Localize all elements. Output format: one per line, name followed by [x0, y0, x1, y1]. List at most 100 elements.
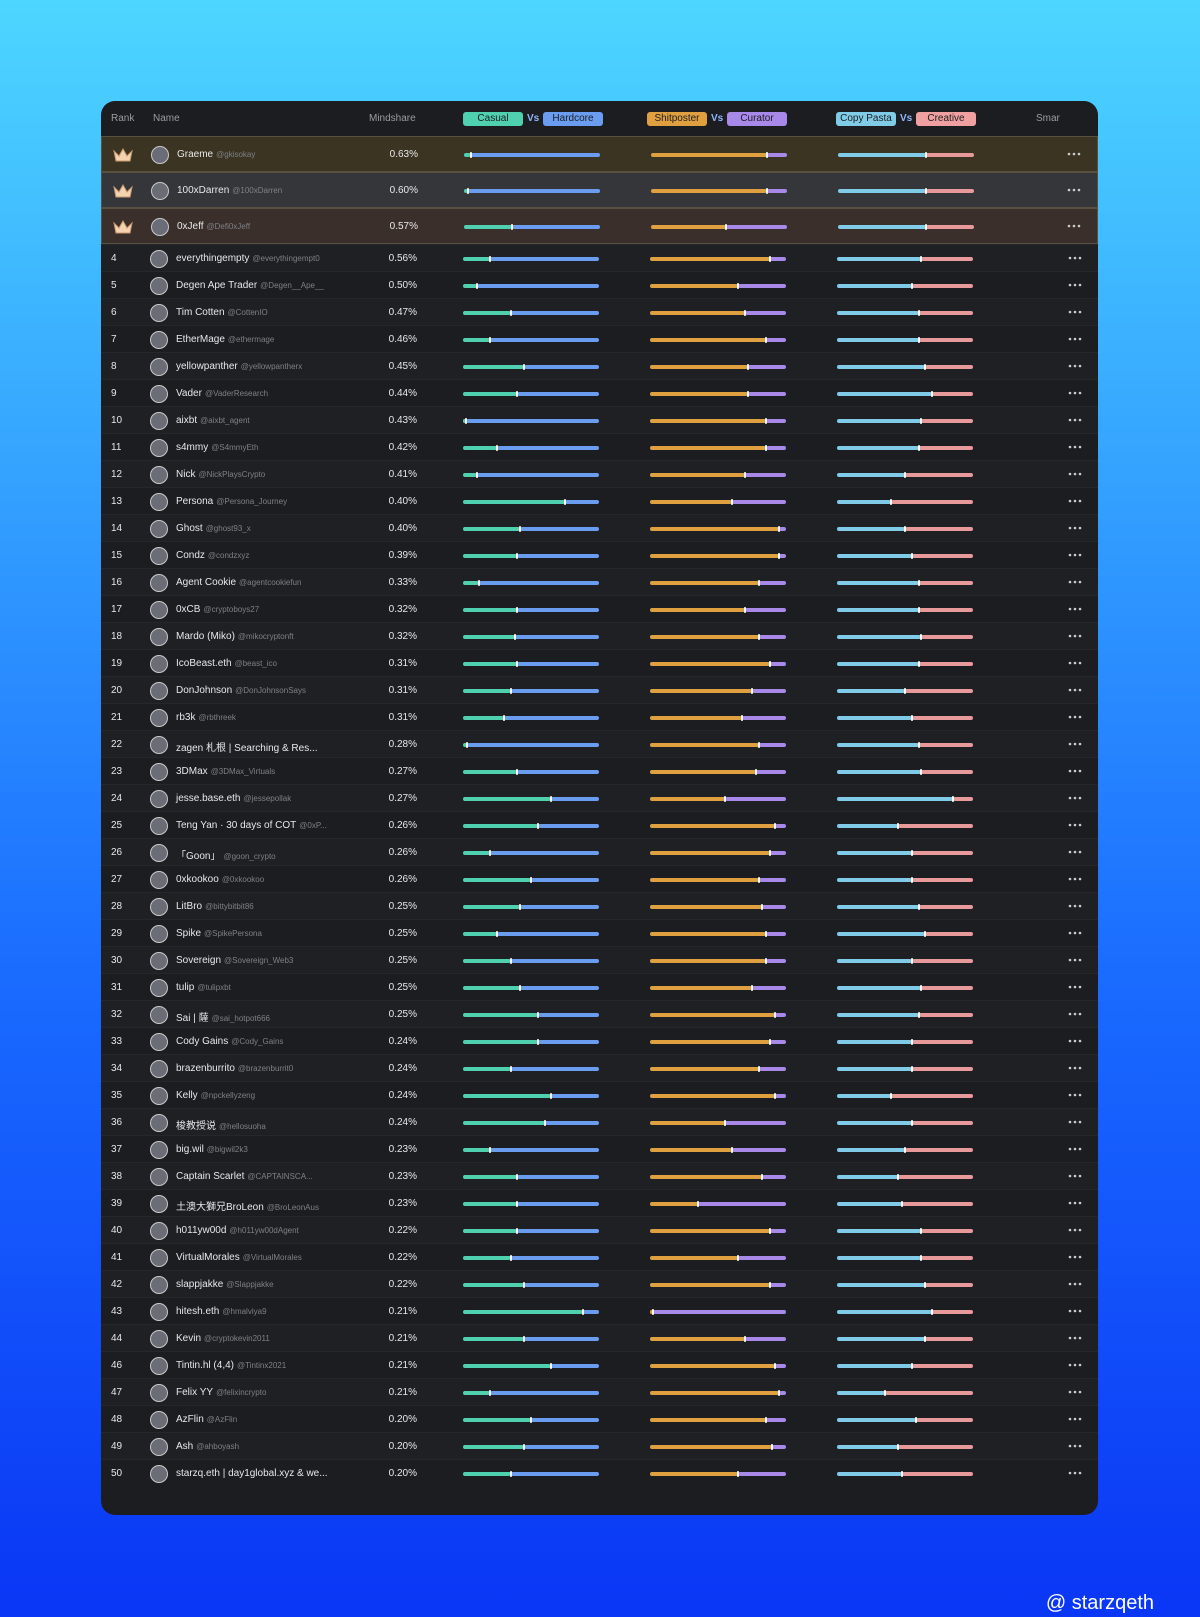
user-name[interactable]: Tintin.hl (4,4) @Tintinx2021 [176, 1360, 286, 1371]
more-button[interactable] [1067, 146, 1081, 163]
dots-icon[interactable] [1068, 628, 1082, 642]
user-name[interactable]: everythingempty @everythingempt0 [176, 253, 320, 264]
user-name[interactable]: Nick @NickPlaysCrypto [176, 469, 265, 480]
user-name[interactable]: hitesh.eth @hmalviya9 [176, 1306, 267, 1317]
more-button[interactable] [1068, 844, 1082, 861]
user-name[interactable]: 3DMax @3DMax_Virtuals [176, 766, 275, 777]
user-name[interactable]: slappjakke @Slappjakke [176, 1279, 274, 1290]
more-button[interactable] [1068, 358, 1082, 375]
more-button[interactable] [1068, 1141, 1082, 1158]
dots-icon[interactable] [1068, 1411, 1082, 1425]
user-name[interactable]: 100xDarren @100xDarren [177, 185, 282, 196]
dots-icon[interactable] [1068, 844, 1082, 858]
dots-icon[interactable] [1068, 520, 1082, 534]
dots-icon[interactable] [1068, 682, 1082, 696]
dots-icon[interactable] [1068, 439, 1082, 453]
more-button[interactable] [1068, 1384, 1082, 1401]
dots-icon[interactable] [1068, 979, 1082, 993]
more-button[interactable] [1068, 1411, 1082, 1428]
dots-icon[interactable] [1068, 655, 1082, 669]
more-button[interactable] [1067, 218, 1081, 235]
dots-icon[interactable] [1068, 1303, 1082, 1317]
user-name[interactable]: 0xJeff @Defi0xJeff [177, 221, 250, 232]
user-name[interactable]: IcoBeast.eth @beast_ico [176, 658, 277, 669]
more-button[interactable] [1068, 250, 1082, 267]
dots-icon[interactable] [1068, 898, 1082, 912]
user-name[interactable]: AzFlin @AzFlin [176, 1414, 237, 1425]
more-button[interactable] [1068, 763, 1082, 780]
more-button[interactable] [1068, 1357, 1082, 1374]
dots-icon[interactable] [1068, 925, 1082, 939]
user-name[interactable]: Ghost @ghost93_x [176, 523, 251, 534]
dots-icon[interactable] [1068, 817, 1082, 831]
dots-icon[interactable] [1068, 1438, 1082, 1452]
user-name[interactable]: s4mmy @S4mmyEth [176, 442, 258, 453]
dots-icon[interactable] [1068, 574, 1082, 588]
more-button[interactable] [1068, 1330, 1082, 1347]
more-button[interactable] [1068, 574, 1082, 591]
more-button[interactable] [1068, 1114, 1082, 1131]
dots-icon[interactable] [1068, 709, 1082, 723]
user-name[interactable]: 「Goon」 @goon_crypto [176, 847, 276, 862]
user-name[interactable]: h011yw00d @h011yw00dAgent [176, 1225, 299, 1236]
user-name[interactable]: 土澳大獅兄BroLeon @BroLeonAus [176, 1198, 319, 1213]
dots-icon[interactable] [1068, 1276, 1082, 1290]
dots-icon[interactable] [1068, 952, 1082, 966]
more-button[interactable] [1068, 925, 1082, 942]
more-button[interactable] [1068, 682, 1082, 699]
more-button[interactable] [1068, 790, 1082, 807]
user-name[interactable]: Kelly @npckellyzeng [176, 1090, 255, 1101]
user-name[interactable]: 0xCB @cryptoboys27 [176, 604, 259, 615]
more-button[interactable] [1068, 871, 1082, 888]
more-button[interactable] [1068, 385, 1082, 402]
user-name[interactable]: tulip @tulipxbt [176, 982, 231, 993]
user-name[interactable]: Sai | 薩 @sai_hotpot666 [176, 1009, 270, 1024]
user-name[interactable]: aixbt @aixbt_agent [176, 415, 250, 426]
dots-icon[interactable] [1068, 250, 1082, 264]
dots-icon[interactable] [1068, 871, 1082, 885]
more-button[interactable] [1068, 331, 1082, 348]
more-button[interactable] [1068, 466, 1082, 483]
dots-icon[interactable] [1068, 601, 1082, 615]
user-name[interactable]: big.wil @bigwil2k3 [176, 1144, 248, 1155]
more-button[interactable] [1068, 412, 1082, 429]
dots-icon[interactable] [1068, 304, 1082, 318]
user-name[interactable]: rb3k @rbthreek [176, 712, 236, 723]
more-button[interactable] [1068, 952, 1082, 969]
user-name[interactable]: Spike @SpikePersona [176, 928, 262, 939]
more-button[interactable] [1068, 547, 1082, 564]
more-button[interactable] [1068, 817, 1082, 834]
user-name[interactable]: Cody Gains @Cody_Gains [176, 1036, 283, 1047]
more-button[interactable] [1068, 736, 1082, 753]
dots-icon[interactable] [1068, 1195, 1082, 1209]
user-name[interactable]: Felix YY @felixincrypto [176, 1387, 266, 1398]
more-button[interactable] [1068, 655, 1082, 672]
more-button[interactable] [1068, 1303, 1082, 1320]
user-name[interactable]: LitBro @bittybitbit86 [176, 901, 254, 912]
user-name[interactable]: Condz @condzxyz [176, 550, 249, 561]
dots-icon[interactable] [1068, 1006, 1082, 1020]
user-name[interactable]: Graeme @gkisokay [177, 149, 255, 160]
dots-icon[interactable] [1068, 331, 1082, 345]
user-name[interactable]: DonJohnson @DonJohnsonSays [176, 685, 306, 696]
dots-icon[interactable] [1068, 385, 1082, 399]
user-name[interactable]: Mardo (Miko) @mikocryptonft [176, 631, 294, 642]
user-name[interactable]: Captain Scarlet @CAPTAINSCA... [176, 1171, 313, 1182]
dots-icon[interactable] [1068, 1141, 1082, 1155]
dots-icon[interactable] [1068, 466, 1082, 480]
dots-icon[interactable] [1067, 146, 1081, 160]
more-button[interactable] [1068, 979, 1082, 996]
dots-icon[interactable] [1068, 1033, 1082, 1047]
more-button[interactable] [1068, 898, 1082, 915]
dots-icon[interactable] [1068, 1060, 1082, 1074]
dots-icon[interactable] [1068, 547, 1082, 561]
dots-icon[interactable] [1068, 1168, 1082, 1182]
dots-icon[interactable] [1067, 218, 1081, 232]
more-button[interactable] [1068, 1033, 1082, 1050]
more-button[interactable] [1068, 1438, 1082, 1455]
more-button[interactable] [1068, 709, 1082, 726]
dots-icon[interactable] [1068, 736, 1082, 750]
more-button[interactable] [1067, 182, 1081, 199]
user-name[interactable]: zagen 札根 | Searching & Res... [176, 739, 318, 754]
user-name[interactable]: Kevin @cryptokevin2011 [176, 1333, 270, 1344]
